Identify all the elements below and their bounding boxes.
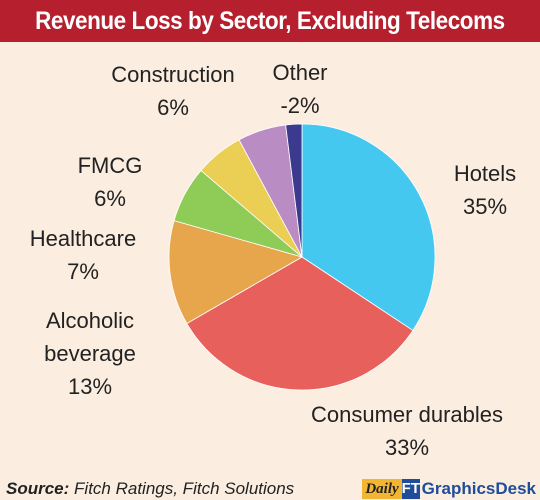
label-healthcare: Healthcare 7% (8, 222, 158, 288)
title-bar: Revenue Loss by Sector, Excluding Teleco… (0, 0, 540, 42)
brand-daily: Daily (362, 479, 402, 499)
label-alcoholic-beverage: Alcoholic beverage 13% (30, 304, 150, 403)
label-construction: Construction 6% (88, 58, 258, 124)
label-consumer-durables-name: Consumer durables (311, 402, 503, 427)
label-other: Other -2% (255, 56, 345, 122)
brand-mark: FT (401, 479, 420, 499)
label-construction-value: 6% (157, 95, 189, 120)
pie-slice-alcoholic-beverage (168, 220, 304, 325)
brand-logo: Daily FT GraphicsDesk (362, 479, 536, 499)
source-label: Source: (6, 479, 70, 498)
label-alcoholic-beverage-name: Alcoholic beverage (44, 308, 136, 366)
pie-slice-other (285, 123, 303, 258)
label-fmcg: FMCG 6% (60, 149, 160, 215)
label-hotels: Hotels 35% (430, 157, 540, 223)
label-hotels-value: 35% (462, 194, 508, 219)
pie-slice-consumer-durables (186, 256, 414, 391)
label-hotels-name: Hotels (453, 161, 517, 186)
source-text: Fitch Ratings, Fitch Solutions (74, 479, 295, 498)
label-fmcg-value: 6% (94, 186, 126, 211)
label-consumer-durables-value: 33% (384, 435, 430, 460)
label-other-value: -2% (280, 93, 320, 118)
label-alcoholic-beverage-value: 13% (67, 374, 113, 399)
chart-title: Revenue Loss by Sector, Excluding Teleco… (35, 6, 505, 35)
label-construction-name: Construction (111, 62, 235, 87)
label-healthcare-name: Healthcare (29, 226, 137, 251)
label-healthcare-value: 7% (67, 259, 99, 284)
label-fmcg-name: FMCG (77, 153, 143, 178)
label-other-name: Other (272, 60, 328, 85)
source-note: Source: Fitch Ratings, Fitch Solutions (6, 479, 294, 499)
brand-name: GraphicsDesk (421, 479, 536, 498)
footer: Source: Fitch Ratings, Fitch Solutions D… (0, 478, 540, 500)
label-consumer-durables: Consumer durables 33% (282, 398, 532, 464)
